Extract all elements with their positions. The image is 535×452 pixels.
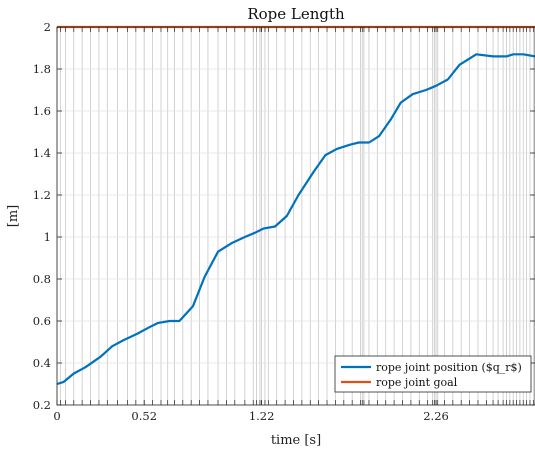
plot-area [57, 27, 535, 405]
tick-labels: 0.2 0.4 0.6 0.8 1 1.2 1.4 1.6 1.8 2 0 0.52 1.22 2.26 [33, 20, 449, 423]
y-tick-label: 0.4 [33, 356, 51, 370]
y-tick-label: 1.2 [33, 188, 51, 202]
event-lines [59, 27, 534, 405]
series-line-0 [56, 53, 535, 386]
legend: rope joint position ($q_r$)rope joint go… [334, 355, 532, 393]
y-tick-label: 0.2 [33, 398, 51, 412]
y-axis-label: [m] [6, 205, 21, 227]
y-tick-label: 2 [44, 20, 51, 34]
x-tick-label: 0 [53, 409, 60, 423]
x-tick-label: 0.52 [131, 409, 157, 423]
y-tick-label: 1 [44, 230, 51, 244]
y-tick-label: 1.8 [33, 62, 51, 76]
chart-title: Rope Length [247, 5, 345, 23]
legend-entry-1: rope joint goal [376, 376, 458, 389]
x-axis-label: time [s] [271, 433, 321, 448]
legend-entry-0: rope joint position ($q_r$) [376, 361, 522, 374]
y-tick-label: 1.6 [33, 104, 51, 118]
y-tick-label: 0.8 [33, 272, 51, 286]
axes-box [56, 26, 535, 406]
y-tick-label: 0.6 [33, 314, 51, 328]
y-tick-label: 1.4 [33, 146, 51, 160]
legend-box [334, 355, 532, 393]
x-tick-label: 2.26 [423, 409, 449, 423]
axes-frame [56, 26, 535, 406]
plot-background [57, 27, 535, 405]
x-tick-label: 1.22 [249, 409, 275, 423]
tick-marks [56, 26, 535, 406]
